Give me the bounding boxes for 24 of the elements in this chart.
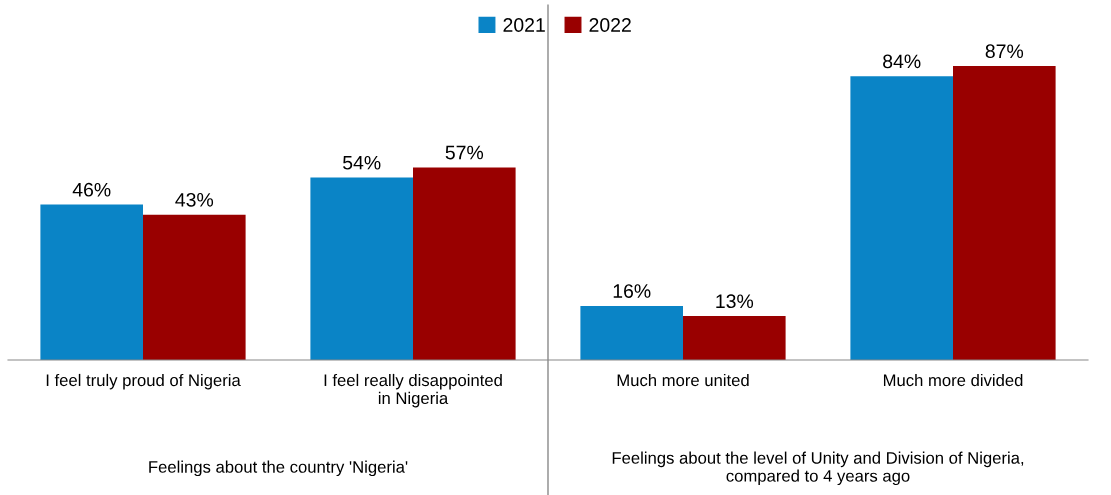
data-label: 16%	[613, 284, 651, 298]
bar	[40, 204, 143, 360]
data-label: 46%	[72, 182, 111, 197]
data-label: 54%	[343, 155, 381, 170]
bar	[580, 305, 683, 360]
bar	[143, 214, 246, 360]
text: Feelings about the level of Unity and Division of Nigeria, compared to 4 years ago	[612, 451, 1024, 486]
x-tick-label: I feel really disappointed in Nigeria	[324, 373, 502, 408]
x-tick-label: Much more divided	[883, 373, 1023, 387]
data-label: 87%	[985, 44, 1024, 59]
bar	[850, 76, 953, 360]
x-tick-label: I feel truly proud of Nigeria	[46, 373, 241, 390]
text: Feelings about the country 'Nigeria'	[149, 460, 408, 477]
bar	[310, 177, 413, 360]
data-label: 43%	[175, 192, 214, 207]
x-tick-label: Much more united	[617, 373, 749, 387]
legend-label: 2022	[589, 18, 631, 32]
bar	[953, 66, 1056, 360]
data-label: 13%	[716, 294, 754, 309]
data-label: 84%	[883, 54, 921, 69]
data-label: 57%	[445, 145, 484, 160]
bar	[683, 316, 786, 360]
bar	[413, 167, 516, 360]
legend-label: 2021	[503, 18, 545, 32]
